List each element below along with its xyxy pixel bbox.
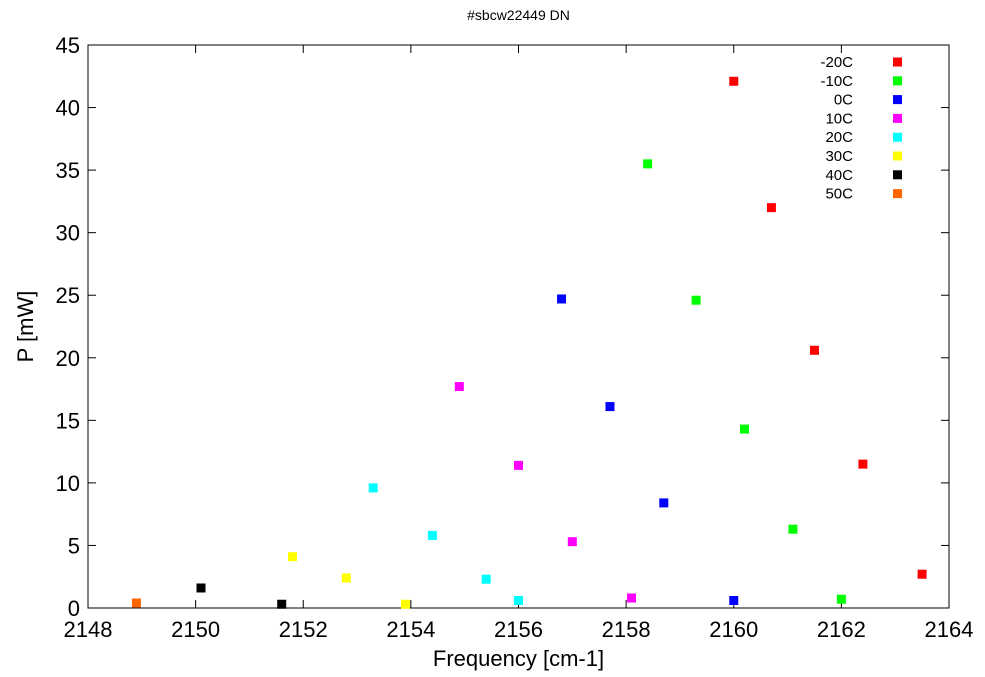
y-tick-label: 30 [56,221,80,246]
x-tick-label: 2164 [925,617,974,642]
data-points [131,76,927,609]
data-point-0c [605,402,615,412]
data-point-20c [368,483,378,493]
x-tick-label: 2156 [494,617,543,642]
data-point-10c [567,537,577,547]
data-point-50c [131,598,141,608]
data-point-20c [917,569,927,579]
y-tick-label: 45 [56,33,80,58]
x-tick-labels: 2148 2150 2152 2154 2156 2158 2160 2162 2164 [64,617,974,642]
legend-label: 30C [825,148,853,165]
y-tick-labels: 0 5 10 15 20 25 30 35 40 45 [56,33,80,621]
data-point-0c [659,498,669,508]
y-tick-label: 0 [68,596,80,621]
data-point-10c [514,460,523,470]
data-point-30c [287,552,297,562]
data-point-20c [481,574,491,584]
data-point-0c [557,294,567,304]
chart-title: #sbcw22449 DN [467,7,570,23]
x-tick-label: 2162 [817,617,866,642]
data-point-40c [196,583,206,593]
y-tick-label: 25 [56,283,80,308]
legend-label: -10C [820,73,853,90]
y-tick-label: 35 [56,158,80,183]
x-axis-label: Frequency [cm-1] [433,646,604,671]
y-tick-label: 40 [56,96,80,121]
legend-label: 10C [825,110,853,127]
x-tick-label: 2152 [279,617,328,642]
legend-label: 50C [825,186,853,203]
data-point-20c [766,203,776,213]
y-axis-label: P [mW] [13,291,38,363]
data-point-10c [836,594,846,604]
x-tick-label: 2160 [709,617,758,642]
y-tick-label: 15 [56,408,80,433]
y-tick-label: 5 [68,533,80,558]
legend-label: 40C [825,167,853,184]
data-point-20c [729,76,739,86]
legend-label: 20C [825,129,853,146]
legend-label: -20C [820,54,853,71]
data-point-10c [691,295,701,305]
data-point-30c [400,599,410,609]
data-point-10c [627,593,637,603]
data-point-10c [454,382,464,392]
legend-marker [893,151,902,161]
data-point-20c [514,595,523,605]
x-tick-label: 2158 [602,617,651,642]
plot-frame [87,44,950,609]
legend-label: 0C [834,92,853,109]
legend-marker [893,170,902,180]
data-point-20c [809,345,819,355]
data-point-40c [277,599,287,609]
x-tick-label: 2154 [386,617,435,642]
axis-ticks [87,44,950,609]
y-tick-label: 20 [56,346,80,371]
legend-marker [893,76,902,86]
legend-marker [893,189,902,199]
x-tick-label: 2148 [64,617,113,642]
data-point-10c [788,524,798,534]
x-tick-label: 2150 [171,617,220,642]
legend-marker [893,95,902,105]
legend-marker [893,113,902,123]
data-point-20c [427,530,437,540]
data-point-10c [740,424,750,434]
data-point-0c [729,595,739,605]
legend-marker [893,57,902,67]
data-point-30c [341,573,351,583]
data-point-10c [643,159,653,169]
legend-marker [893,132,902,142]
data-point-20c [858,459,868,469]
y-tick-label: 10 [56,471,80,496]
